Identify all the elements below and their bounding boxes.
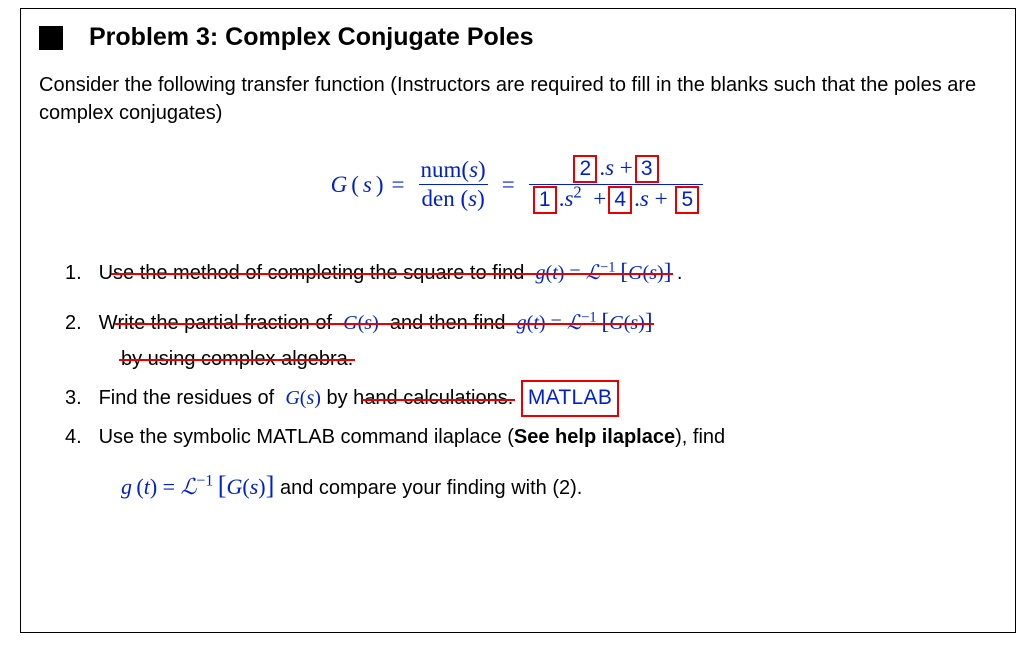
coef-box-den-b: 4	[608, 186, 632, 214]
eq-var: s	[640, 186, 649, 211]
problem-list: 1. Use the method of completing the squa…	[65, 254, 1001, 506]
math-L: ℒ	[567, 312, 581, 334]
math-neg1: −1	[581, 309, 596, 325]
item3-text-b: by h	[327, 387, 365, 409]
item1-strike: se the method of completing the square t…	[113, 254, 671, 290]
coef-box-num-b: 3	[635, 155, 659, 183]
eq-den-label: den	[421, 186, 454, 211]
item3-strike: and calculations.	[364, 383, 513, 414]
matlab-box: MATLAB	[521, 380, 619, 418]
item-number: 4.	[65, 422, 93, 453]
item4-tail: and compare your finding with (2).	[274, 477, 582, 499]
eq-equals: =	[502, 172, 515, 198]
title-row: Problem 3: Complex Conjugate Poles	[39, 23, 1001, 52]
transfer-function-equation: G(s) = num(s) den (s) = 2.s +3 1.s2	[39, 155, 1001, 214]
bullet-square-icon	[39, 26, 63, 50]
item3-text-a: Find the residues of	[99, 387, 275, 409]
coef-box-den-a: 1	[533, 186, 557, 214]
math-G: G	[343, 312, 357, 334]
math-s: s	[649, 262, 657, 284]
item1-period: .	[677, 262, 683, 284]
list-item-3: 3. Find the residues of G(s) by hand cal…	[65, 380, 1001, 418]
item4-text-a: Use the symbolic MATLAB command ilaplace…	[99, 426, 514, 448]
math-t: t	[144, 474, 150, 499]
eq-paren: )	[376, 172, 384, 198]
math-g: g	[121, 474, 132, 499]
item-number: 1.	[65, 258, 93, 289]
eq-frac-numeric: 2.s +3 1.s2 +4.s + 5	[529, 155, 704, 214]
coef-box-num-a: 2	[573, 155, 597, 183]
math-neg1: −1	[600, 260, 615, 276]
item-number: 3.	[65, 383, 93, 414]
eq-var: s	[469, 157, 478, 182]
eq-equals: =	[392, 172, 405, 198]
math-t: t	[533, 312, 539, 334]
math-G: G	[285, 387, 299, 409]
list-item-2: 2. Write the partial fraction of G(s) an…	[65, 304, 1001, 375]
coef-box-den-c: 5	[675, 186, 699, 214]
item4-text-b: ), find	[675, 426, 725, 448]
eq-num-label: num	[421, 157, 462, 182]
item2-strike-line1: rite the partial fraction of G(s) and th…	[117, 304, 652, 340]
eq-frac-symbolic: num(s) den (s)	[419, 157, 488, 212]
item2-line2: by using complex algebra.	[121, 344, 1001, 375]
item2-strike-line2: by using complex algebra.	[121, 344, 353, 375]
problem-box: Problem 3: Complex Conjugate Poles Consi…	[20, 8, 1016, 633]
list-item-4: 4. Use the symbolic MATLAB command ilapl…	[65, 422, 1001, 506]
math-G: G	[628, 262, 642, 284]
item2-strike-b: and then find	[390, 312, 506, 334]
eq-var: s	[605, 155, 614, 180]
math-L: ℒ	[181, 474, 197, 499]
math-s: s	[250, 474, 259, 499]
eq-s: s	[363, 172, 372, 198]
math-s: s	[364, 312, 372, 334]
math-g: g	[536, 262, 546, 284]
eq-var: s	[468, 186, 477, 211]
item-number: 2.	[65, 308, 93, 339]
math-g: g	[517, 312, 527, 334]
math-G: G	[227, 474, 243, 499]
math-neg1: −1	[196, 473, 213, 490]
item4-math: g (t) = ℒ−1 [G(s)] and compare your find…	[121, 465, 1001, 506]
list-item-1: 1. Use the method of completing the squa…	[65, 254, 1001, 290]
problem-title: Problem 3: Complex Conjugate Poles	[89, 23, 534, 52]
eq-G: G	[331, 172, 348, 198]
math-L: ℒ	[586, 262, 600, 284]
intro-text: Consider the following transfer function…	[39, 72, 1001, 127]
math-G: G	[609, 312, 623, 334]
math-s: s	[306, 387, 314, 409]
eq-paren: (	[351, 172, 359, 198]
item1-strike-text: se the method of completing the square t…	[113, 262, 524, 284]
math-s: s	[630, 312, 638, 334]
item4-bold: See help ilaplace	[514, 426, 675, 448]
item2-strike-a: rite the partial fraction of	[117, 312, 332, 334]
problem-content: Problem 3: Complex Conjugate Poles Consi…	[21, 9, 1015, 523]
